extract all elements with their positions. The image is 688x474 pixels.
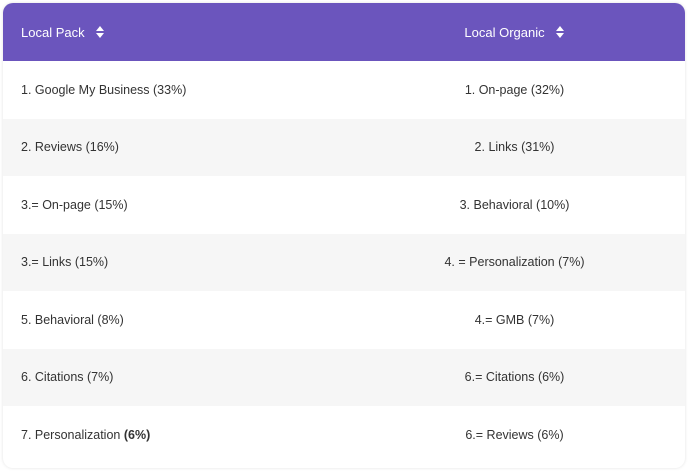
table-row: 6. Citations (7%) 6.= Citations (6%): [3, 348, 685, 406]
local-pack-cell: 3.= Links (15%): [21, 255, 109, 270]
sort-updown-icon[interactable]: [555, 26, 565, 38]
local-organic-header-label: Local Organic: [464, 24, 545, 40]
ranking-factors-table: Local Pack Local Organic 1. Google My Bu…: [3, 3, 685, 468]
table-row: 3.= Links (15%) 4. = Personalization (7%…: [3, 233, 685, 291]
table-row: 3.= On-page (15%) 3. Behavioral (10%): [3, 176, 685, 234]
local-pack-cell: 2. Reviews (16%): [21, 140, 119, 155]
table-row: 5. Behavioral (8%) 4.= GMB (7%): [3, 291, 685, 349]
local-organic-column-header[interactable]: Local Organic: [344, 25, 685, 40]
local-pack-cell-text: 7. Personalization: [21, 427, 124, 442]
table-header: Local Pack Local Organic: [3, 3, 685, 61]
local-organic-cell: 1. On-page (32%): [464, 82, 565, 97]
local-pack-cell: 5. Behavioral (8%): [21, 312, 124, 327]
local-organic-cell: 4.= GMB (7%): [474, 312, 555, 327]
local-pack-cell: 3.= On-page (15%): [21, 197, 128, 212]
table-row: 7. Personalization (6%) 6.= Reviews (6%): [3, 406, 685, 464]
local-organic-cell: 6.= Citations (6%): [464, 370, 565, 385]
local-pack-cell-bold-value: (6%): [123, 427, 151, 442]
local-organic-cell: 6.= Reviews (6%): [465, 427, 564, 442]
sort-updown-icon[interactable]: [95, 26, 105, 38]
local-organic-cell: 4. = Personalization (7%): [444, 255, 585, 270]
table-row: 2. Reviews (16%) 2. Links (31%): [3, 118, 685, 176]
local-organic-cell: 3. Behavioral (10%): [459, 197, 570, 212]
local-pack-header-label: Local Pack: [21, 24, 85, 40]
table-row: 1. Google My Business (33%) 1. On-page (…: [3, 61, 685, 119]
local-pack-cell: 1. Google My Business (33%): [21, 82, 187, 97]
local-pack-cell: 7. Personalization (6%): [3, 428, 344, 442]
local-pack-column-header[interactable]: Local Pack: [3, 25, 344, 40]
local-organic-cell: 2. Links (31%): [474, 140, 555, 155]
local-pack-cell: 6. Citations (7%): [21, 370, 114, 385]
